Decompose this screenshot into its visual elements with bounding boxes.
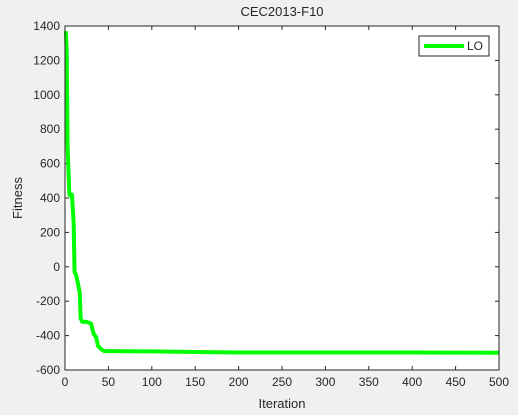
y-tick-label: 1400 bbox=[33, 19, 60, 33]
y-tick-label: 400 bbox=[40, 191, 60, 205]
x-tick-label: 100 bbox=[142, 375, 162, 389]
x-tick-label: 500 bbox=[489, 375, 509, 389]
axes-box bbox=[64, 25, 500, 371]
y-tick-label: -200 bbox=[36, 294, 60, 308]
x-tick-label: 150 bbox=[185, 375, 205, 389]
x-tick-label: 200 bbox=[229, 375, 249, 389]
y-tick-label: -600 bbox=[36, 363, 60, 377]
y-tick-label: 1200 bbox=[33, 53, 60, 67]
y-tick-label: -400 bbox=[36, 329, 60, 343]
y-tick-label: 1000 bbox=[33, 88, 60, 102]
data-line bbox=[63, 31, 500, 355]
legend-label: LO bbox=[467, 39, 483, 53]
x-tick-label: 350 bbox=[359, 375, 379, 389]
x-tick-label: 400 bbox=[402, 375, 422, 389]
plot-area bbox=[65, 26, 499, 370]
x-axis-label: Iteration bbox=[259, 396, 306, 411]
y-tick-label: 200 bbox=[40, 225, 60, 239]
x-tick-label: 0 bbox=[62, 375, 69, 389]
y-tick-label: 600 bbox=[40, 157, 60, 171]
chart-title: CEC2013-F10 bbox=[240, 4, 323, 19]
x-tick-label: 450 bbox=[446, 375, 466, 389]
x-tick-label: 50 bbox=[102, 375, 116, 389]
y-tick-label: 800 bbox=[40, 122, 60, 136]
x-tick-label: 250 bbox=[272, 375, 292, 389]
x-tick-label: 300 bbox=[315, 375, 335, 389]
y-axis-label: Fitness bbox=[10, 177, 25, 219]
y-tick-label: 0 bbox=[53, 260, 60, 274]
